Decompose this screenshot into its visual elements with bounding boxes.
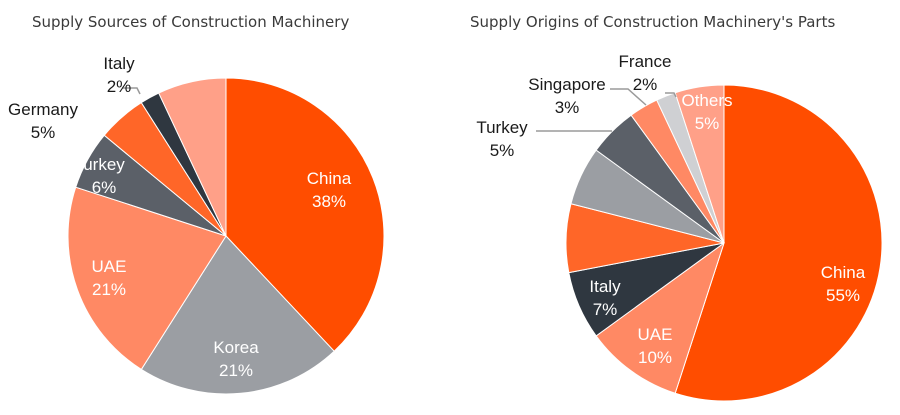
slice-value-label-right-france: 2%: [633, 75, 658, 94]
slice-label-left-uae: UAE: [92, 257, 127, 276]
slice-label-right-france: France: [619, 52, 672, 71]
slice-label-right-others: Others: [681, 91, 732, 110]
leader-line-right-6: [610, 88, 647, 106]
slice-label-left-korea: Korea: [213, 338, 259, 357]
pie-slice-left-korea: [140, 235, 335, 395]
chart-title-left: Supply Sources of Construction Machinery: [32, 13, 350, 31]
slice-value-label-left-italy: 2%: [107, 77, 132, 96]
pie-slice-left-slice-6: [158, 77, 227, 237]
slice-value-label-left-china: 38%: [312, 192, 346, 211]
pie-slice-right-china: [674, 84, 883, 402]
slice-label-left-italy: Italy: [103, 54, 135, 73]
slice-value-label-left-uae: 21%: [92, 280, 126, 299]
pie-slice-right-others: [674, 84, 725, 244]
slice-value-label-left-germany: 5%: [31, 123, 56, 142]
slice-label-right-singapore: Singapore: [528, 75, 606, 94]
slice-value-label-right-turkey: 5%: [490, 141, 515, 160]
slice-value-label-left-urkey: 6%: [92, 178, 117, 197]
slice-label-right-italy: Italy: [589, 277, 621, 296]
slice-label-left-china: China: [307, 169, 352, 188]
chart-title-right: Supply Origins of Construction Machinery…: [470, 13, 836, 31]
pie-slice-left-china: [225, 77, 385, 352]
leader-line-left-5: [122, 87, 141, 95]
slice-label-right-uae: UAE: [638, 325, 673, 344]
slice-label-right-china: China: [821, 263, 866, 282]
pie-slice-left-uae: [67, 186, 227, 371]
slice-value-label-right-singapore: 3%: [555, 98, 580, 117]
pie-slice-right-uae: [595, 241, 725, 394]
slice-label-right-turkey: Turkey: [476, 118, 528, 137]
slice-value-label-left-korea: 21%: [219, 361, 253, 380]
slice-value-label-right-italy: 7%: [593, 300, 618, 319]
slice-label-left-germany: Germany: [8, 100, 78, 119]
leader-line-right-7: [665, 92, 677, 98]
slice-value-label-right-others: 5%: [695, 114, 720, 133]
slice-value-label-right-china: 55%: [826, 286, 860, 305]
slice-label-left-urkey: urkey: [83, 155, 125, 174]
slice-value-label-right-uae: 10%: [638, 348, 672, 367]
